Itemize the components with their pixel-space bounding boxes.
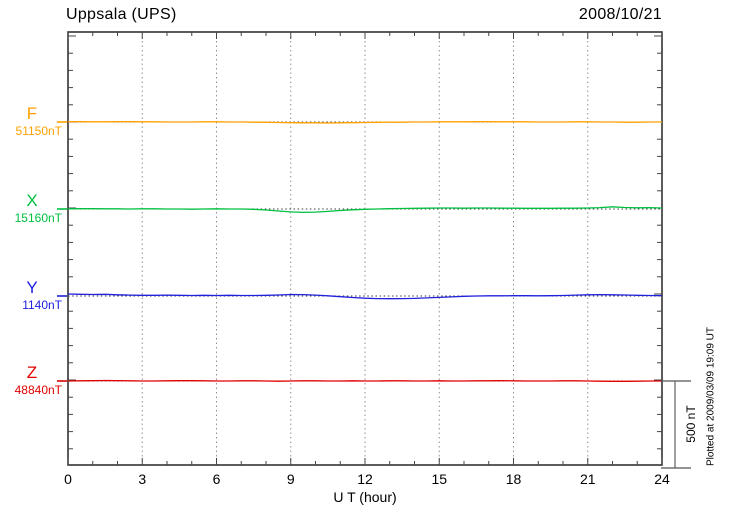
x-tick-label-0: 0 [64,471,72,487]
series-name-Z: Z [26,363,38,382]
series-baseline-Z: 48840nT [14,383,62,397]
trace-Z [67,379,662,382]
plotted-at-note: Plotted at 2009/03/09 19:09 UT [705,327,717,466]
axis-ticks [67,32,663,465]
x-tick-label-18: 18 [505,471,522,487]
x-tick-label-24: 24 [654,471,670,487]
series-baseline-X: 15160nT [14,211,62,225]
x-tick-label-15: 15 [431,471,448,487]
x-tick-label-6: 6 [212,471,221,487]
series-baseline-Y: 1140nT [22,298,62,312]
series-name-F: F [26,104,38,123]
trace-X [67,206,663,214]
series-label-F: F 51150nT [0,104,64,138]
series-name-Y: Y [26,278,38,297]
x-tick-label-3: 3 [138,471,147,487]
series-label-Z: Z 48840nT [0,363,64,397]
station-title: Uppsala (UPS) [66,6,177,23]
x-tick-label-21: 21 [579,471,596,487]
observation-date: 2008/10/21 [578,6,662,23]
gridlines [141,32,589,465]
trace-F [68,121,662,124]
series-name-X: X [26,191,38,210]
x-axis-title: U T (hour) [333,489,397,505]
trace-Y [67,293,663,300]
x-tick-label-9: 9 [286,471,295,487]
series-baseline-F: 51150nT [15,124,62,138]
x-tick-label-12: 12 [357,471,373,487]
baselines [68,121,662,382]
series-label-Y: Y 1140nT [0,278,64,312]
series-label-X: X 15160nT [0,191,64,225]
scale-bar [661,380,691,469]
scale-bar-label: 500 nT [684,405,698,443]
